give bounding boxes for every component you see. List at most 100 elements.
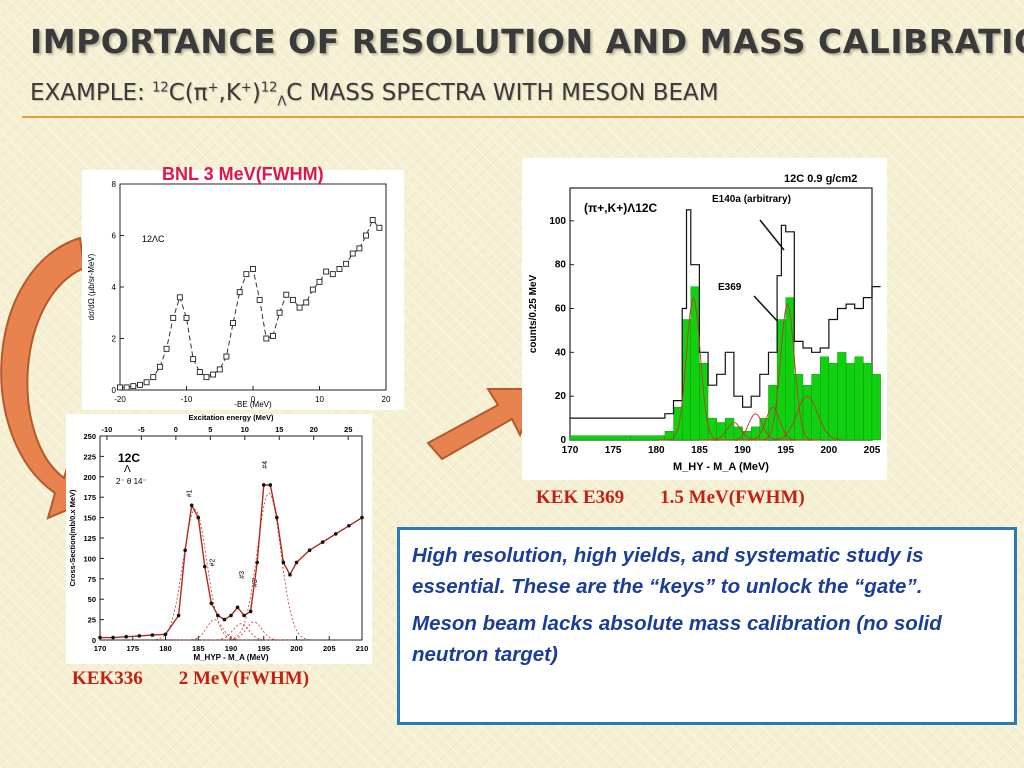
data-point xyxy=(190,356,197,363)
kek336-caption: KEK336 2 MeV(FWHM) xyxy=(72,668,309,690)
data-point xyxy=(117,384,123,391)
y-tick-label: 0 xyxy=(112,386,117,395)
data-point xyxy=(263,335,270,342)
data-point xyxy=(289,296,296,303)
data-point xyxy=(243,271,250,278)
data-point xyxy=(216,366,223,373)
x2-tick-label: 25 xyxy=(344,425,352,434)
y-tick-label: 200 xyxy=(83,473,96,482)
y-tick-label: 8 xyxy=(112,180,117,189)
kek369-chart: 170 175 180 185 190 195 200 205 0 20 40 60 80 100 M_HY… xyxy=(528,173,881,473)
fit-curve xyxy=(100,484,363,639)
y-tick-label: 4 xyxy=(112,283,117,292)
data-point xyxy=(210,371,217,378)
x2-tick-label: 5 xyxy=(208,425,212,434)
summary-paragraph-2: Meson beam lacks absolute mass calibrati… xyxy=(412,612,942,666)
data-point xyxy=(336,266,343,272)
data-point xyxy=(360,515,364,520)
component-peak xyxy=(721,413,790,441)
x-tick-label: 205 xyxy=(864,445,881,456)
data-point xyxy=(209,601,214,606)
x-tick-label: 190 xyxy=(734,445,751,456)
data-point xyxy=(196,515,201,520)
plot-label: 12C xyxy=(118,451,140,465)
plot-label: E140a (arbitrary) xyxy=(712,194,791,205)
subtitle-rest: C MASS SPECTRA WITH MESON BEAM xyxy=(286,80,719,106)
x-tick-label: 175 xyxy=(126,644,139,653)
data-point xyxy=(281,560,286,565)
x2-tick-label: 15 xyxy=(275,425,283,434)
x-tick-label: 0 xyxy=(251,395,256,404)
x-axis-label: M_HY - M_A (MeV) xyxy=(673,461,769,473)
subtitle-superscript-12: 12 xyxy=(152,80,169,96)
data-point xyxy=(376,224,383,231)
y-tick-label: 175 xyxy=(83,493,96,502)
x-tick-label: 185 xyxy=(691,445,708,456)
annotation-arrow xyxy=(759,219,785,251)
subtitle-superscript-12b: 12 xyxy=(260,80,278,96)
plot-label: 12ΛC xyxy=(142,234,165,244)
y-tick-label: 0 xyxy=(92,636,96,645)
data-point xyxy=(163,345,170,352)
subtitle-pi: π xyxy=(193,80,208,106)
data-point xyxy=(261,483,266,487)
data-point xyxy=(255,560,259,565)
subtitle-plus-2: + xyxy=(240,80,252,96)
e369-bar xyxy=(820,356,830,441)
data-point xyxy=(203,564,207,569)
x-tick-label: 180 xyxy=(159,644,172,653)
data-point xyxy=(329,271,336,278)
e369-bar xyxy=(681,319,692,441)
data-point xyxy=(256,296,263,303)
data-point xyxy=(183,314,190,321)
subtitle-close: ) xyxy=(251,80,261,106)
data-point xyxy=(268,483,273,487)
y-tick-label: 250 xyxy=(83,432,96,441)
x-tick-label: 170 xyxy=(94,644,107,653)
data-point xyxy=(316,278,323,285)
y-tick-label: 150 xyxy=(83,514,96,523)
e369-bar xyxy=(733,426,743,441)
data-point xyxy=(196,369,203,375)
slide-title: IMPORTANCE OF RESOLUTION AND MASS CALIBR… xyxy=(30,22,1024,61)
data-point xyxy=(369,217,376,223)
plot-frame xyxy=(119,183,387,391)
e369-bar xyxy=(811,374,821,441)
x2-tick-label: -5 xyxy=(138,425,145,434)
data-point xyxy=(235,605,240,610)
y-tick-label: 75 xyxy=(88,575,96,584)
y-tick-label: 225 xyxy=(83,452,96,461)
data-point xyxy=(176,294,183,301)
y-tick-label: 2 xyxy=(112,335,117,344)
data-point xyxy=(183,548,187,553)
y-tick-label: 100 xyxy=(549,216,566,227)
kek369-name: KEK E369 xyxy=(536,487,625,508)
data-point xyxy=(176,613,181,618)
y-tick-label: 6 xyxy=(112,232,117,241)
x-tick-label: -10 xyxy=(181,395,193,404)
subtitle-plus-1: + xyxy=(207,80,219,96)
y-tick-label: 125 xyxy=(83,534,96,543)
bnl-chart: -20 -10 0 10 20 0 2 4 6 8 -BE (MeV) dσ/dΩ (μb/sr-Me… xyxy=(87,180,391,409)
plot-label: E369 xyxy=(718,282,742,293)
y-tick-label: 40 xyxy=(555,347,567,358)
data-point xyxy=(222,617,227,622)
e369-bar xyxy=(837,352,847,441)
y-axis-label: counts/0.25 MeV xyxy=(528,274,539,353)
data-point xyxy=(269,332,276,339)
x-tick-label: 195 xyxy=(257,644,270,653)
peak-label: #3' xyxy=(252,578,259,587)
data-point xyxy=(248,609,253,614)
data-point xyxy=(223,353,230,360)
x-tick-label: 185 xyxy=(192,644,205,653)
data-point xyxy=(276,309,283,316)
data-point xyxy=(163,632,168,637)
e369-bar xyxy=(699,363,709,441)
data-point xyxy=(283,291,290,298)
x-tick-label: 180 xyxy=(648,445,665,456)
data-point xyxy=(137,381,143,388)
y-tick-label: 0 xyxy=(560,435,566,446)
plot-frame xyxy=(99,435,363,641)
component-peak xyxy=(214,621,294,641)
subtitle-lambda: Λ xyxy=(277,94,287,110)
